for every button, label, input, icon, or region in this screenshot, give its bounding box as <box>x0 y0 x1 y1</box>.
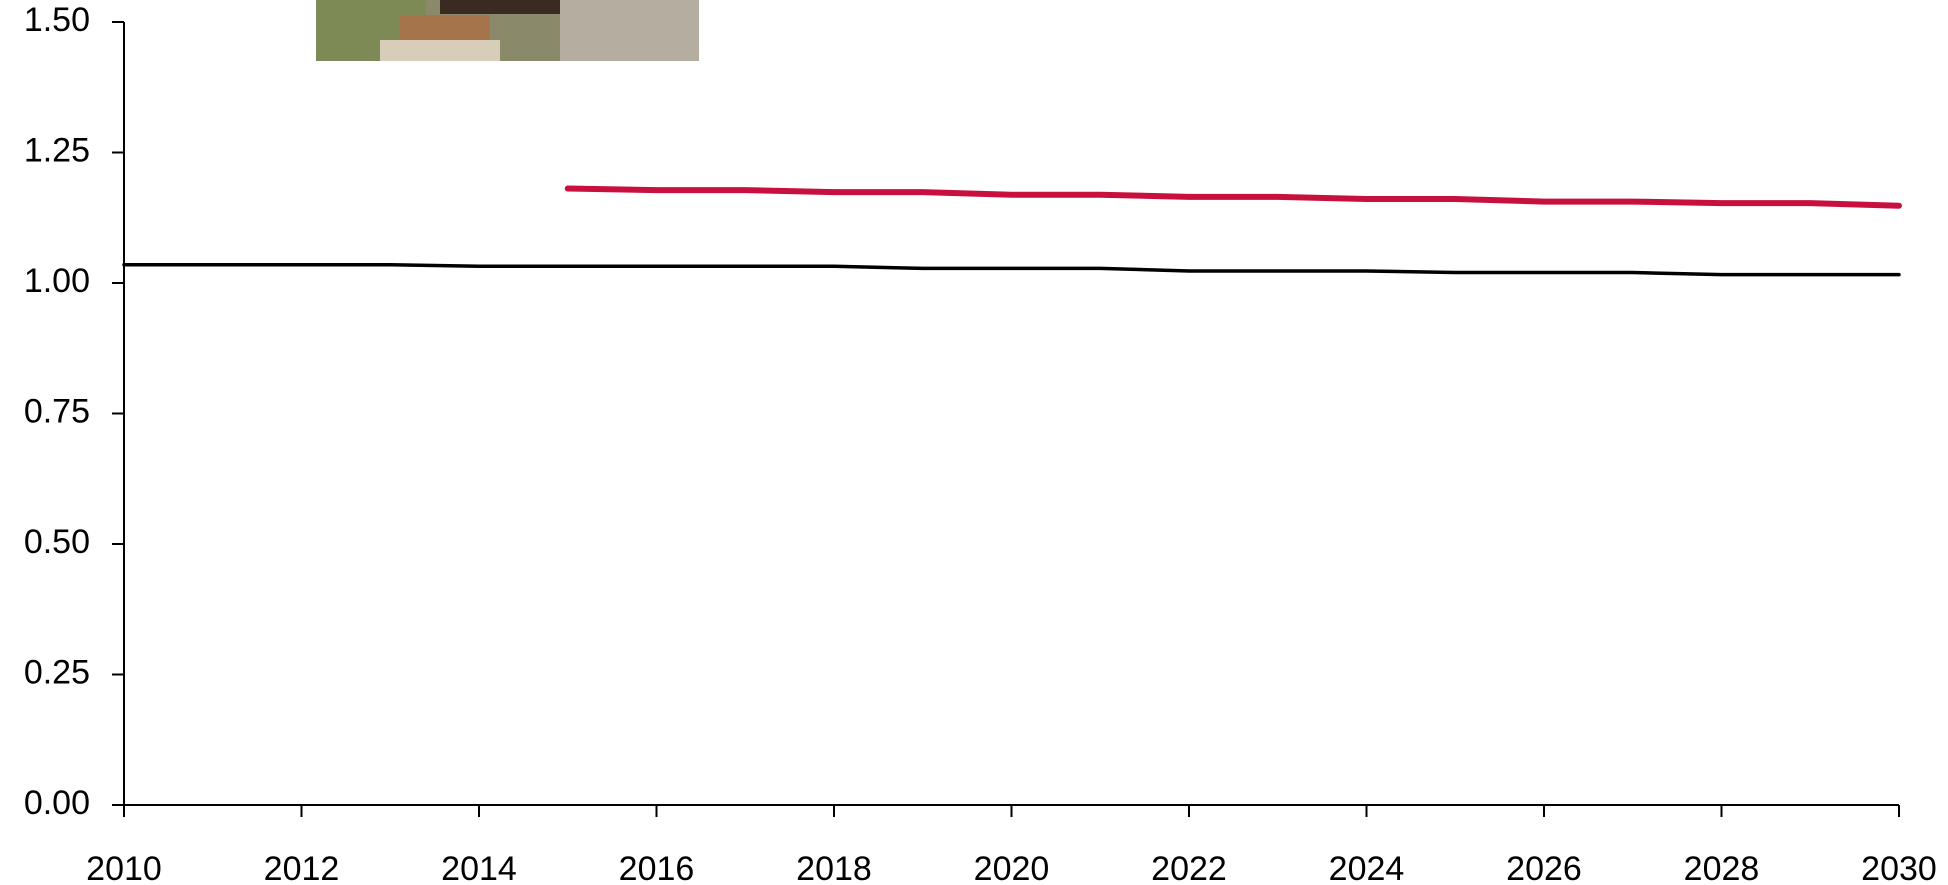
y-tick-label: 1.50 <box>24 1 90 39</box>
series-line <box>564 185 1902 209</box>
y-tick-label: 0.00 <box>24 784 90 822</box>
y-tick-label: 1.00 <box>24 262 90 300</box>
x-tick-label: 2022 <box>1151 850 1227 885</box>
x-tick-label: 2026 <box>1506 850 1582 885</box>
y-tick-label: 0.25 <box>24 653 90 691</box>
x-tick-label: 2030 <box>1861 850 1937 885</box>
x-tick-label: 2016 <box>619 850 695 885</box>
x-tick-label: 2014 <box>441 850 517 885</box>
photo <box>316 0 699 61</box>
x-tick-label: 2012 <box>264 850 340 885</box>
series-line <box>122 262 1901 277</box>
y-tick-label: 0.50 <box>24 523 90 561</box>
x-tick-label: 2028 <box>1684 850 1760 885</box>
y-tick-label: 1.25 <box>24 131 90 169</box>
x-tick-label: 2020 <box>974 850 1050 885</box>
x-tick-label: 2010 <box>86 850 162 885</box>
y-tick-label: 0.75 <box>24 392 90 430</box>
x-tick-label: 2018 <box>796 850 872 885</box>
x-tick-label: 2024 <box>1329 850 1405 885</box>
